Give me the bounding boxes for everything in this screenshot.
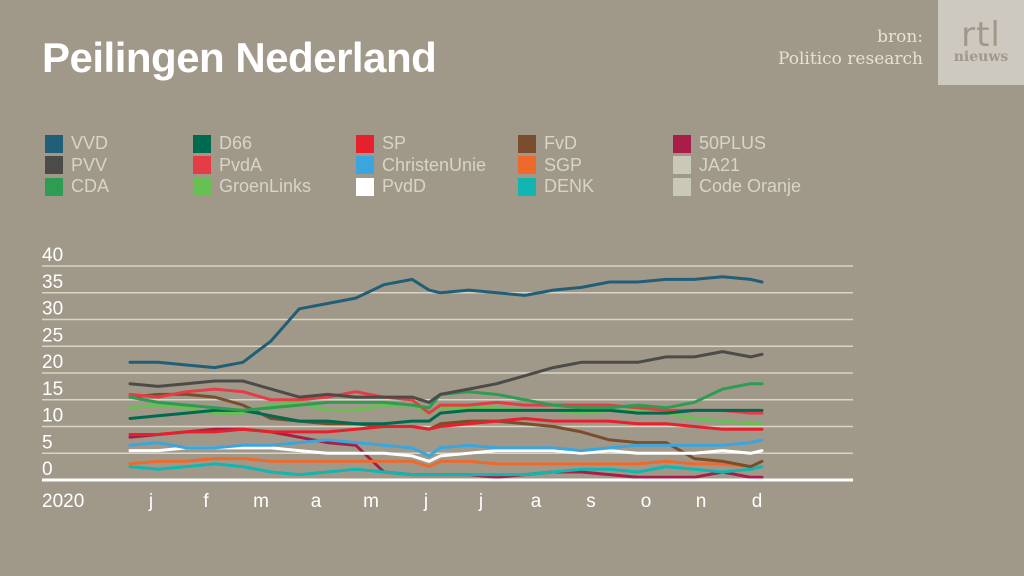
x-tick-label: a [311,491,322,512]
legend-item-50plus: 50PLUS [673,133,823,155]
legend-swatch [518,177,536,196]
y-tick-label: 25 [42,325,63,346]
series-line-pvda [128,387,764,415]
legend-label: FvD [544,133,577,154]
legend-item-vvd: VVD [45,133,193,155]
legend-swatch [356,177,374,196]
legend-item-sgp: SGP [518,155,673,177]
y-tick-label: 30 [42,299,63,320]
x-tick-label: a [531,491,542,512]
legend-swatch [193,156,211,175]
legend-swatch [673,134,691,153]
series-line-sp [128,417,764,436]
x-tick-label: d [752,491,763,512]
chart-legend: VVD PVV CDA D66 PvdA GroenLinks SP ChristenUnie… [45,133,823,198]
source-credit: bron: Politico research [778,26,923,70]
legend-item-fvd: FvD [518,133,673,155]
legend-label: D66 [219,133,253,154]
legend-swatch [45,134,63,153]
legend-item-groenlinks: GroenLinks [193,176,356,198]
y-tick-label: 0 [42,459,53,480]
legend-item-christenunie: ChristenUnie [356,155,518,177]
legend-label: Code Oranje [699,176,802,197]
page-title: Peilingen Nederland [42,34,437,81]
x-tick-label: j [423,491,428,512]
logo-rtl-text: rtl [961,14,1001,55]
legend-item-pvda: PvdA [193,155,356,177]
year-label: 2020 [42,491,84,512]
legend-label: CDA [71,176,110,197]
legend-item-code-oranje: Code Oranje [673,176,823,198]
series-lines [128,275,764,479]
legend-label: DENK [544,176,595,197]
x-tick-label: s [586,491,596,512]
legend-item-ja21: JA21 [673,155,823,177]
legend-swatch [356,134,374,153]
legend-label: PvdD [382,176,427,197]
legend-item-d66: D66 [193,133,356,155]
y-axis-labels: 0 5 10 15 20 25 30 35 40 [42,245,63,480]
legend-item-pvv: PVV [45,155,193,177]
series-line-christenunie [128,438,764,458]
legend-swatch [518,134,536,153]
y-tick-label: 15 [42,379,63,400]
legend-label: ChristenUnie [382,154,487,175]
x-tick-label: f [203,491,209,512]
legend-item-denk: DENK [518,176,673,198]
legend-swatch [518,156,536,175]
legend-label: GroenLinks [219,176,312,197]
x-tick-label: o [641,491,652,512]
legend-item-pvdd: PvdD [356,176,518,198]
x-tick-label: j [478,491,483,512]
legend-item-cda: CDA [45,176,193,198]
series-line-denk [128,462,764,477]
legend-label: VVD [71,133,109,154]
series-line-fvd [128,392,764,469]
series-line-pvdd [128,446,764,463]
y-tick-label: 20 [42,352,63,373]
source-label: bron: [877,27,923,47]
series-line-vvd [128,275,764,370]
y-tick-label: 40 [42,245,63,266]
legend-label: PVV [71,154,108,175]
series-line-sgp [128,457,764,469]
legend-swatch [45,156,63,175]
legend-swatch [193,177,211,196]
x-tick-label: m [253,491,269,512]
x-tick-label: m [363,491,379,512]
y-tick-label: 10 [42,406,63,427]
y-tick-label: 5 [42,432,53,453]
legend-label: SP [382,133,407,154]
rtl-nieuws-logo: rtl nieuws [938,0,1024,85]
legend-label: 50PLUS [699,133,767,154]
legend-swatch [673,177,691,196]
legend-swatch [356,156,374,175]
legend-label: JA21 [699,154,741,175]
logo-nieuws-text: nieuws [953,48,1009,65]
legend-swatch [193,134,211,153]
legend-label: SGP [544,154,583,175]
legend-label: PvdA [219,154,263,175]
legend-item-sp: SP [356,133,518,155]
legend-swatch [673,156,691,175]
x-tick-label: j [148,491,153,512]
series-line-pvv [128,350,764,404]
legend-swatch [45,177,63,196]
y-tick-label: 35 [42,272,63,293]
x-tick-label: n [696,491,707,512]
source-name: Politico research [778,49,923,69]
